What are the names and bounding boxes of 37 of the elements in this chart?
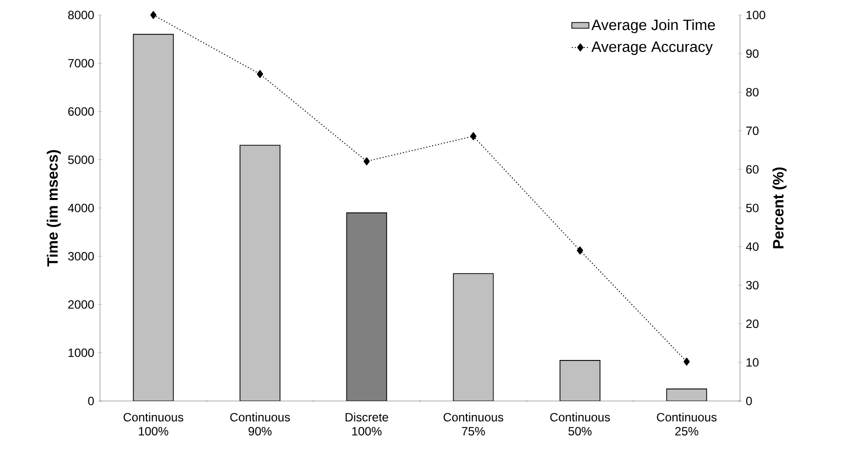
y2-axis-title: Percent (%) — [772, 167, 787, 248]
x-tick-label: Discrete 100% — [346, 412, 388, 436]
y-tick-label: 7000 — [68, 59, 94, 68]
y2-tick-label: 30 — [746, 280, 759, 290]
y2-tick-label: 70 — [746, 126, 759, 136]
point — [470, 132, 476, 140]
y2-tick-label: 40 — [746, 242, 759, 251]
y2-tick-label: 0 — [746, 396, 752, 406]
y-tick-label: 1000 — [68, 348, 94, 357]
y-tick-label: 3000 — [68, 252, 94, 260]
x-tick-label: Continuous 50% — [550, 412, 610, 436]
point — [684, 358, 690, 366]
x-tick-label: Continuous 75% — [444, 412, 504, 436]
y2-tick-label: 60 — [746, 165, 759, 174]
point — [576, 246, 584, 254]
point — [256, 70, 264, 78]
y-tick-label: 6000 — [68, 107, 94, 116]
y-tick-label: 2000 — [68, 300, 94, 309]
y2-tick-label: 100 — [746, 10, 766, 20]
x-tick-label: Continuous 90% — [230, 412, 290, 436]
y2-tick-label: 20 — [746, 320, 759, 328]
y2-tick-label: 90 — [746, 49, 759, 58]
point — [150, 10, 156, 19]
y2-tick-label: 10 — [746, 358, 759, 367]
y-tick-label: 5000 — [68, 156, 94, 164]
x-tick-label: Continuous 100% — [124, 412, 184, 436]
bar — [452, 273, 494, 401]
legend-label: Average Join Time — [591, 19, 715, 34]
y-tick-label: 4000 — [68, 204, 94, 212]
y-tick-label: 8000 — [68, 10, 94, 20]
y-tick-label: 0 — [88, 396, 94, 406]
point — [364, 157, 370, 166]
y2-tick-label: 50 — [746, 204, 759, 212]
y-axis-title: Time (im msecs) — [46, 150, 61, 266]
x-tick-label: Continuous 25% — [656, 412, 717, 436]
y2-tick-label: 80 — [746, 88, 759, 96]
legend-label: Average Accuracy — [591, 42, 713, 55]
